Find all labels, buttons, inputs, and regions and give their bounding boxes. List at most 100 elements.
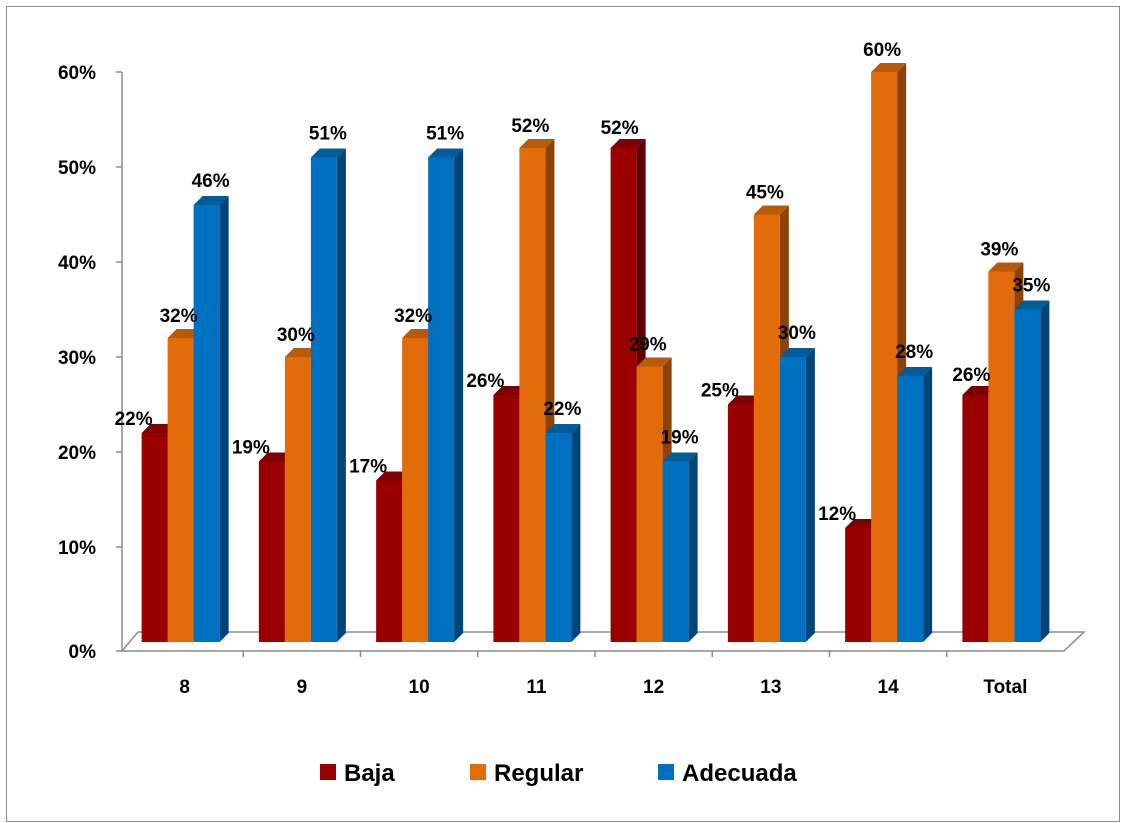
bar-front <box>753 214 780 642</box>
y-tick-label: 10% <box>58 538 96 559</box>
y-tick-label: 50% <box>58 158 96 179</box>
bar-front <box>636 366 663 642</box>
data-label-adecuada: 19% <box>661 428 699 449</box>
bar-top <box>779 348 815 357</box>
bar-side <box>571 424 581 642</box>
bar-top <box>1014 300 1050 310</box>
y-tick-label: 20% <box>58 443 96 464</box>
data-label-regular: 32% <box>394 306 432 327</box>
bar-top <box>310 148 346 158</box>
legend-label: Regular <box>494 760 583 787</box>
bar-front <box>779 357 806 642</box>
legend-swatch <box>470 764 486 780</box>
y-tick-label: 30% <box>58 348 96 369</box>
bar-front <box>402 338 429 642</box>
bar-front <box>962 395 989 642</box>
data-label-adecuada: 22% <box>543 399 581 420</box>
bar-front <box>610 148 637 642</box>
data-label-adecuada: 51% <box>426 124 464 145</box>
x-tick-label: 14 <box>878 677 900 698</box>
data-label-regular: 52% <box>511 116 549 137</box>
x-tick-label: 12 <box>643 677 664 698</box>
bar-top <box>662 452 698 462</box>
data-label-regular: 32% <box>160 306 198 327</box>
data-label-baja: 17% <box>349 457 387 478</box>
bar-front <box>193 205 220 642</box>
bar-front <box>284 357 311 642</box>
x-tick-label: 10 <box>409 677 430 698</box>
axes-group: 0% 10% 20% 30% 40% 50% 60% 8 9 10 11 12 13 14 Total <box>58 63 1086 698</box>
data-label-regular: 45% <box>746 183 784 204</box>
legend-item-regular: Regular <box>470 760 583 787</box>
bar-side <box>336 148 346 642</box>
legend: Baja Regular Adecuada <box>320 760 797 787</box>
bar-front <box>1014 309 1041 642</box>
data-label-regular: 30% <box>277 325 315 346</box>
bar-adecuada-9 <box>310 148 346 642</box>
data-label-adecuada: 30% <box>778 323 816 344</box>
data-label-baja: 19% <box>232 438 270 459</box>
bar-front <box>545 433 572 642</box>
chart-floor <box>120 631 1086 652</box>
bar-top <box>636 357 672 367</box>
bar-top <box>545 424 581 433</box>
bar-front <box>258 461 285 642</box>
data-label-baja: 26% <box>952 365 990 386</box>
x-tick-label: Total <box>983 677 1027 698</box>
bar-front <box>167 338 194 642</box>
legend-swatch <box>658 764 674 780</box>
y-tick-label: 60% <box>58 63 96 84</box>
data-label-regular: 29% <box>629 335 667 356</box>
legend-swatch <box>320 764 336 780</box>
x-tick-label: 11 <box>526 677 547 698</box>
bar-adecuada-14 <box>897 367 933 642</box>
data-label-adecuada: 35% <box>1012 276 1050 297</box>
bar-adecuada-13 <box>779 348 815 642</box>
data-label-baja: 12% <box>818 504 856 525</box>
bar-side <box>219 196 229 642</box>
legend-item-baja: Baja <box>320 760 395 787</box>
y-tick-label: 40% <box>58 253 96 274</box>
bar-top <box>519 139 555 148</box>
data-label-baja: 26% <box>466 371 504 392</box>
bar-front <box>845 528 872 642</box>
legend-label: Adecuada <box>682 760 797 787</box>
bar-front <box>428 157 455 642</box>
bar-side <box>454 148 464 642</box>
data-label-baja: 25% <box>701 381 739 402</box>
bar-front <box>519 148 546 642</box>
bar-adecuada-10 <box>428 148 464 642</box>
data-label-baja: 22% <box>115 409 153 430</box>
legend-label: Baja <box>344 760 395 787</box>
data-label-adecuada: 51% <box>309 124 347 145</box>
data-label-adecuada: 46% <box>192 171 230 192</box>
bars-group <box>141 63 1050 642</box>
bar-adecuada-11 <box>545 424 581 642</box>
bar-adecuada-total <box>1014 300 1050 642</box>
bar-top <box>897 367 933 376</box>
legend-item-adecuada: Adecuada <box>658 760 797 787</box>
bar-top <box>753 205 789 215</box>
bar-front <box>310 157 337 642</box>
bar-front <box>871 72 898 642</box>
bar-side <box>688 452 698 642</box>
bar-front <box>662 461 689 642</box>
bar-side <box>805 348 815 642</box>
bar-front <box>988 271 1015 642</box>
bar-top <box>871 63 907 72</box>
bar-adecuada-8 <box>193 196 229 642</box>
bar-front <box>727 404 754 642</box>
bar-side <box>1040 300 1050 642</box>
bar-front <box>376 480 403 642</box>
bar-adecuada-12 <box>662 452 698 642</box>
data-label-adecuada: 28% <box>895 342 933 363</box>
bar-top <box>193 196 229 205</box>
bar-top <box>610 139 646 148</box>
y-tick-label: 0% <box>69 642 97 663</box>
bar-top <box>988 262 1024 272</box>
x-tick-label: 8 <box>179 677 190 698</box>
bar-front <box>141 433 168 642</box>
bar-side <box>923 367 933 642</box>
data-label-regular: 60% <box>863 40 901 61</box>
